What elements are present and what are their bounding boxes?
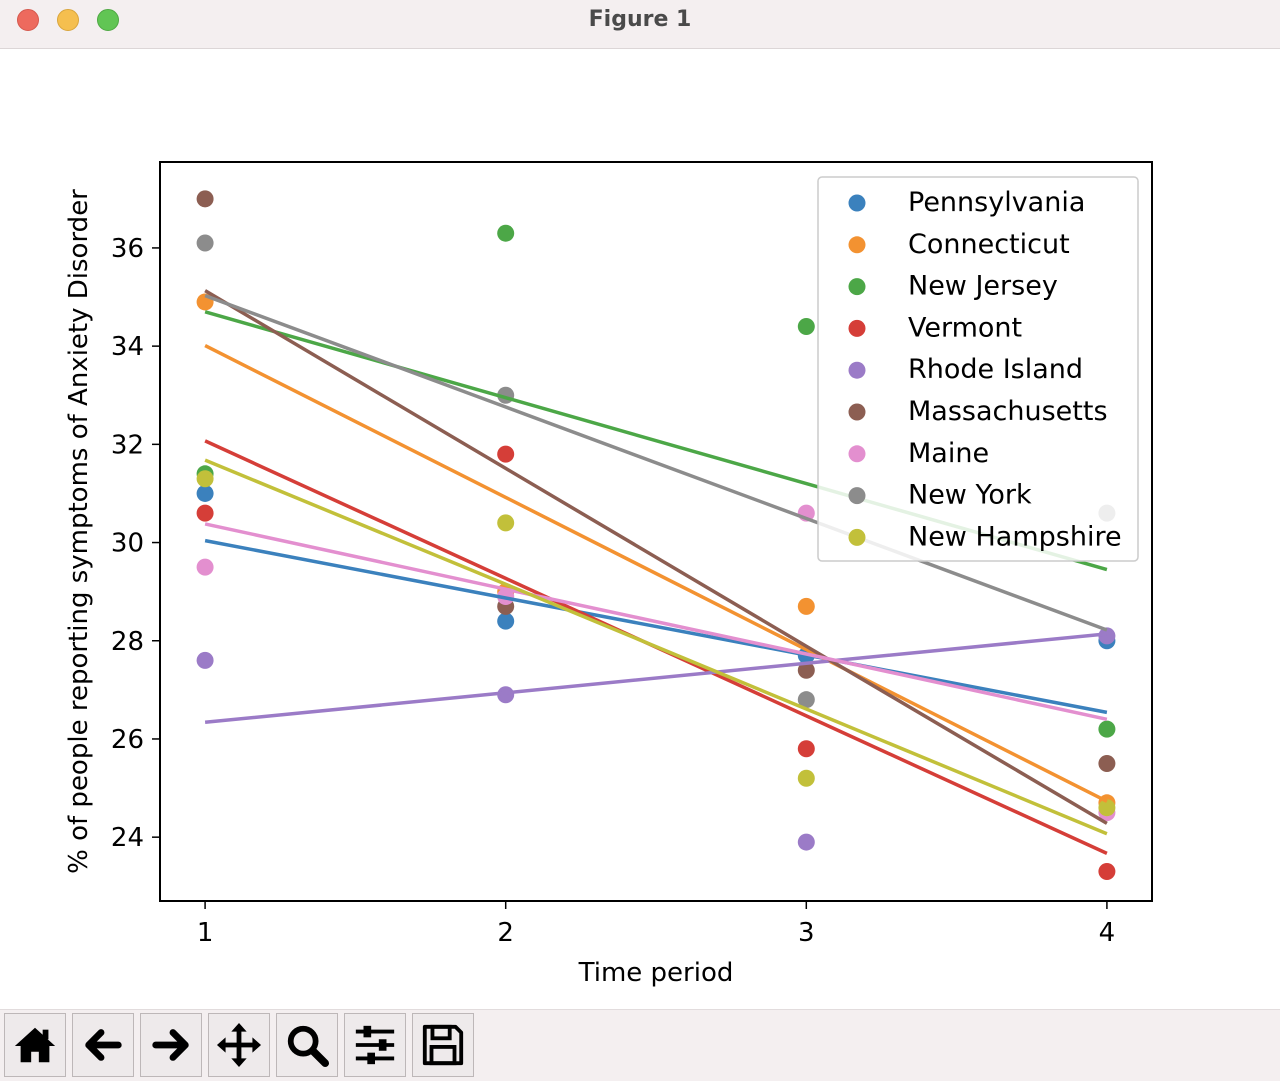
pan-icon	[216, 1022, 262, 1068]
y-tick-label: 32	[111, 430, 144, 460]
legend-marker-new-jersey	[848, 278, 866, 296]
point-new-hampshire	[196, 470, 214, 488]
point-massachusetts	[797, 661, 815, 679]
point-new-jersey	[1098, 720, 1116, 738]
y-tick-label: 34	[111, 332, 144, 362]
legend-marker-maine	[848, 445, 866, 463]
legend-marker-vermont	[848, 319, 866, 337]
fit-line-rhode-island	[204, 632, 1108, 725]
figure-canvas: 1 2 3 4 24 26 28 30 32 34 36 Time period% of people…	[0, 49, 1280, 1009]
fit-line-maine	[204, 522, 1108, 722]
back-button[interactable]	[72, 1013, 134, 1077]
back-arrow-icon	[85, 1029, 122, 1061]
legend-marker-connecticut	[848, 236, 866, 254]
point-vermont	[497, 445, 515, 463]
forward-arrow-icon	[152, 1029, 189, 1061]
configure-subplots-icon	[355, 1025, 395, 1065]
point-maine	[196, 558, 214, 576]
plot-frame	[159, 161, 1153, 902]
legend-label-connecticut: Connecticut	[908, 229, 1070, 260]
point-new-hampshire	[797, 769, 815, 787]
point-pennsylvania	[497, 612, 515, 630]
y-tick-label: 28	[111, 627, 144, 657]
y-axis-label: % of people reporting symptoms of Anxiet…	[64, 189, 94, 874]
point-rhode-island	[797, 833, 815, 851]
fit-line-pennsylvania	[204, 538, 1108, 715]
title-bar: Figure 1	[0, 0, 1280, 49]
y-tick-label: 26	[111, 725, 144, 755]
x-tick-label: 3	[798, 918, 815, 948]
point-new-hampshire	[497, 514, 515, 532]
y-tick-label: 30	[111, 529, 144, 559]
configure-subplots-button[interactable]	[344, 1013, 406, 1077]
y-tick-label: 24	[111, 823, 144, 853]
x-tick-label: 4	[1099, 918, 1116, 948]
point-vermont	[196, 504, 214, 522]
maximize-window-button[interactable]	[97, 9, 119, 31]
fit-line-new-york	[204, 293, 1108, 632]
home-button[interactable]	[4, 1013, 66, 1077]
point-new-york	[797, 691, 815, 709]
legend-marker-massachusetts	[848, 403, 866, 421]
point-pennsylvania	[196, 484, 214, 502]
legend-label-new-york: New York	[908, 480, 1032, 511]
y-tick-label: 36	[111, 234, 144, 264]
fit-line-connecticut	[204, 344, 1108, 803]
point-massachusetts	[1098, 755, 1116, 773]
point-vermont	[797, 740, 815, 758]
point-new-jersey	[497, 224, 515, 242]
x-axis-label: Time period	[578, 958, 734, 988]
home-icon	[14, 1027, 56, 1063]
pan-button[interactable]	[208, 1013, 270, 1077]
window-title: Figure 1	[588, 7, 692, 32]
fit-line-new-hampshire	[204, 458, 1108, 836]
close-window-button[interactable]	[17, 9, 39, 31]
legend-label-vermont: Vermont	[908, 312, 1022, 343]
point-massachusetts	[196, 190, 214, 208]
x-tick-label: 1	[197, 918, 214, 948]
point-rhode-island	[1098, 627, 1116, 645]
point-connecticut	[797, 597, 815, 615]
save-button[interactable]	[412, 1013, 474, 1077]
fit-line-massachusetts	[204, 289, 1108, 825]
legend-label-massachusetts: Massachusetts	[908, 396, 1108, 427]
point-new-hampshire	[1098, 799, 1116, 817]
point-new-york	[196, 234, 214, 252]
legend-label-new-hampshire: New Hampshire	[908, 521, 1122, 552]
forward-button[interactable]	[140, 1013, 202, 1077]
legend-marker-pennsylvania	[848, 194, 866, 212]
legend-label-new-jersey: New Jersey	[908, 271, 1058, 302]
save-icon	[422, 1024, 464, 1066]
legend-box	[817, 176, 1139, 562]
zoom-button[interactable]	[276, 1013, 338, 1077]
point-rhode-island	[196, 651, 214, 669]
zoom-icon	[287, 1025, 330, 1068]
point-vermont	[1098, 863, 1116, 881]
point-new-jersey	[797, 317, 815, 335]
legend-label-pennsylvania: Pennsylvania	[908, 187, 1085, 218]
legend-label-rhode-island: Rhode Island	[908, 354, 1083, 385]
legend-marker-rhode-island	[848, 361, 866, 379]
minimize-window-button[interactable]	[57, 9, 79, 31]
legend-label-maine: Maine	[908, 438, 989, 469]
legend-marker-new-hampshire	[848, 528, 866, 546]
navigation-toolbar	[0, 1009, 1280, 1081]
legend-marker-new-york	[848, 487, 866, 505]
x-tick-label: 2	[497, 918, 514, 948]
point-rhode-island	[497, 686, 515, 704]
